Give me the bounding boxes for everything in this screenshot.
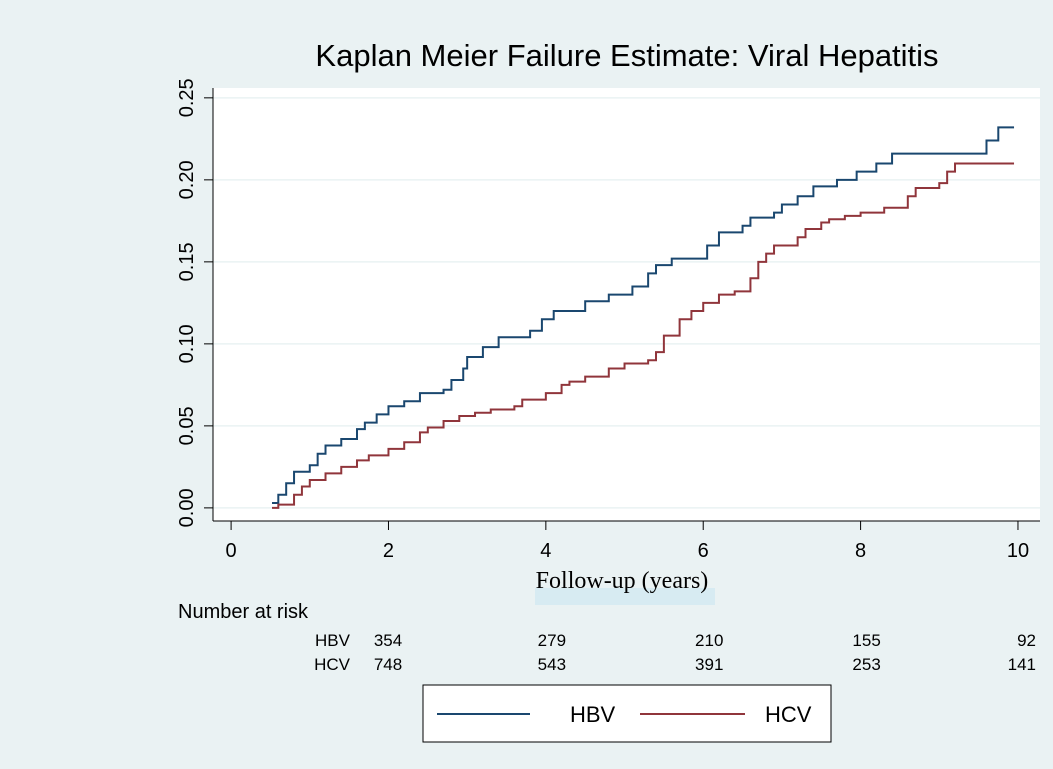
legend-label: HBV (570, 702, 616, 727)
y-tick-label: 0.20 (176, 160, 198, 199)
x-tick-label: 10 (1007, 540, 1029, 562)
legend-label: HCV (765, 702, 812, 727)
y-tick-label: 0.25 (176, 78, 198, 117)
risk-value: 210 (695, 631, 723, 650)
risk-value: 354 (374, 631, 402, 650)
y-tick-label: 0.05 (176, 406, 198, 445)
risk-value: 141 (1008, 655, 1036, 674)
risk-table-title: Number at risk (178, 601, 309, 623)
risk-value: 155 (852, 631, 880, 650)
x-tick-label: 8 (855, 540, 866, 562)
risk-value: 391 (695, 655, 723, 674)
y-tick-label: 0.10 (176, 324, 198, 363)
plot-area (213, 88, 1040, 521)
risk-value: 543 (538, 655, 566, 674)
risk-value: 748 (374, 655, 402, 674)
y-tick-label: 0.15 (176, 242, 198, 281)
chart-title: Kaplan Meier Failure Estimate: Viral Hep… (315, 38, 938, 73)
risk-value: 279 (538, 631, 566, 650)
x-tick-label: 0 (226, 540, 237, 562)
x-tick-label: 2 (383, 540, 394, 562)
legend (422, 684, 832, 743)
x-axis-label: Follow-up (years) (536, 568, 709, 594)
risk-row-label: HCV (314, 655, 351, 674)
km-line (272, 126, 1015, 504)
risk-value: 92 (1017, 631, 1036, 650)
label-highlight (535, 588, 715, 605)
risk-value: 253 (852, 655, 880, 674)
y-tick-label: 0.00 (176, 488, 198, 527)
km-line (272, 162, 1015, 509)
risk-row-label: HBV (315, 631, 351, 650)
x-tick-label: 4 (540, 540, 551, 562)
x-tick-label: 6 (698, 540, 709, 562)
